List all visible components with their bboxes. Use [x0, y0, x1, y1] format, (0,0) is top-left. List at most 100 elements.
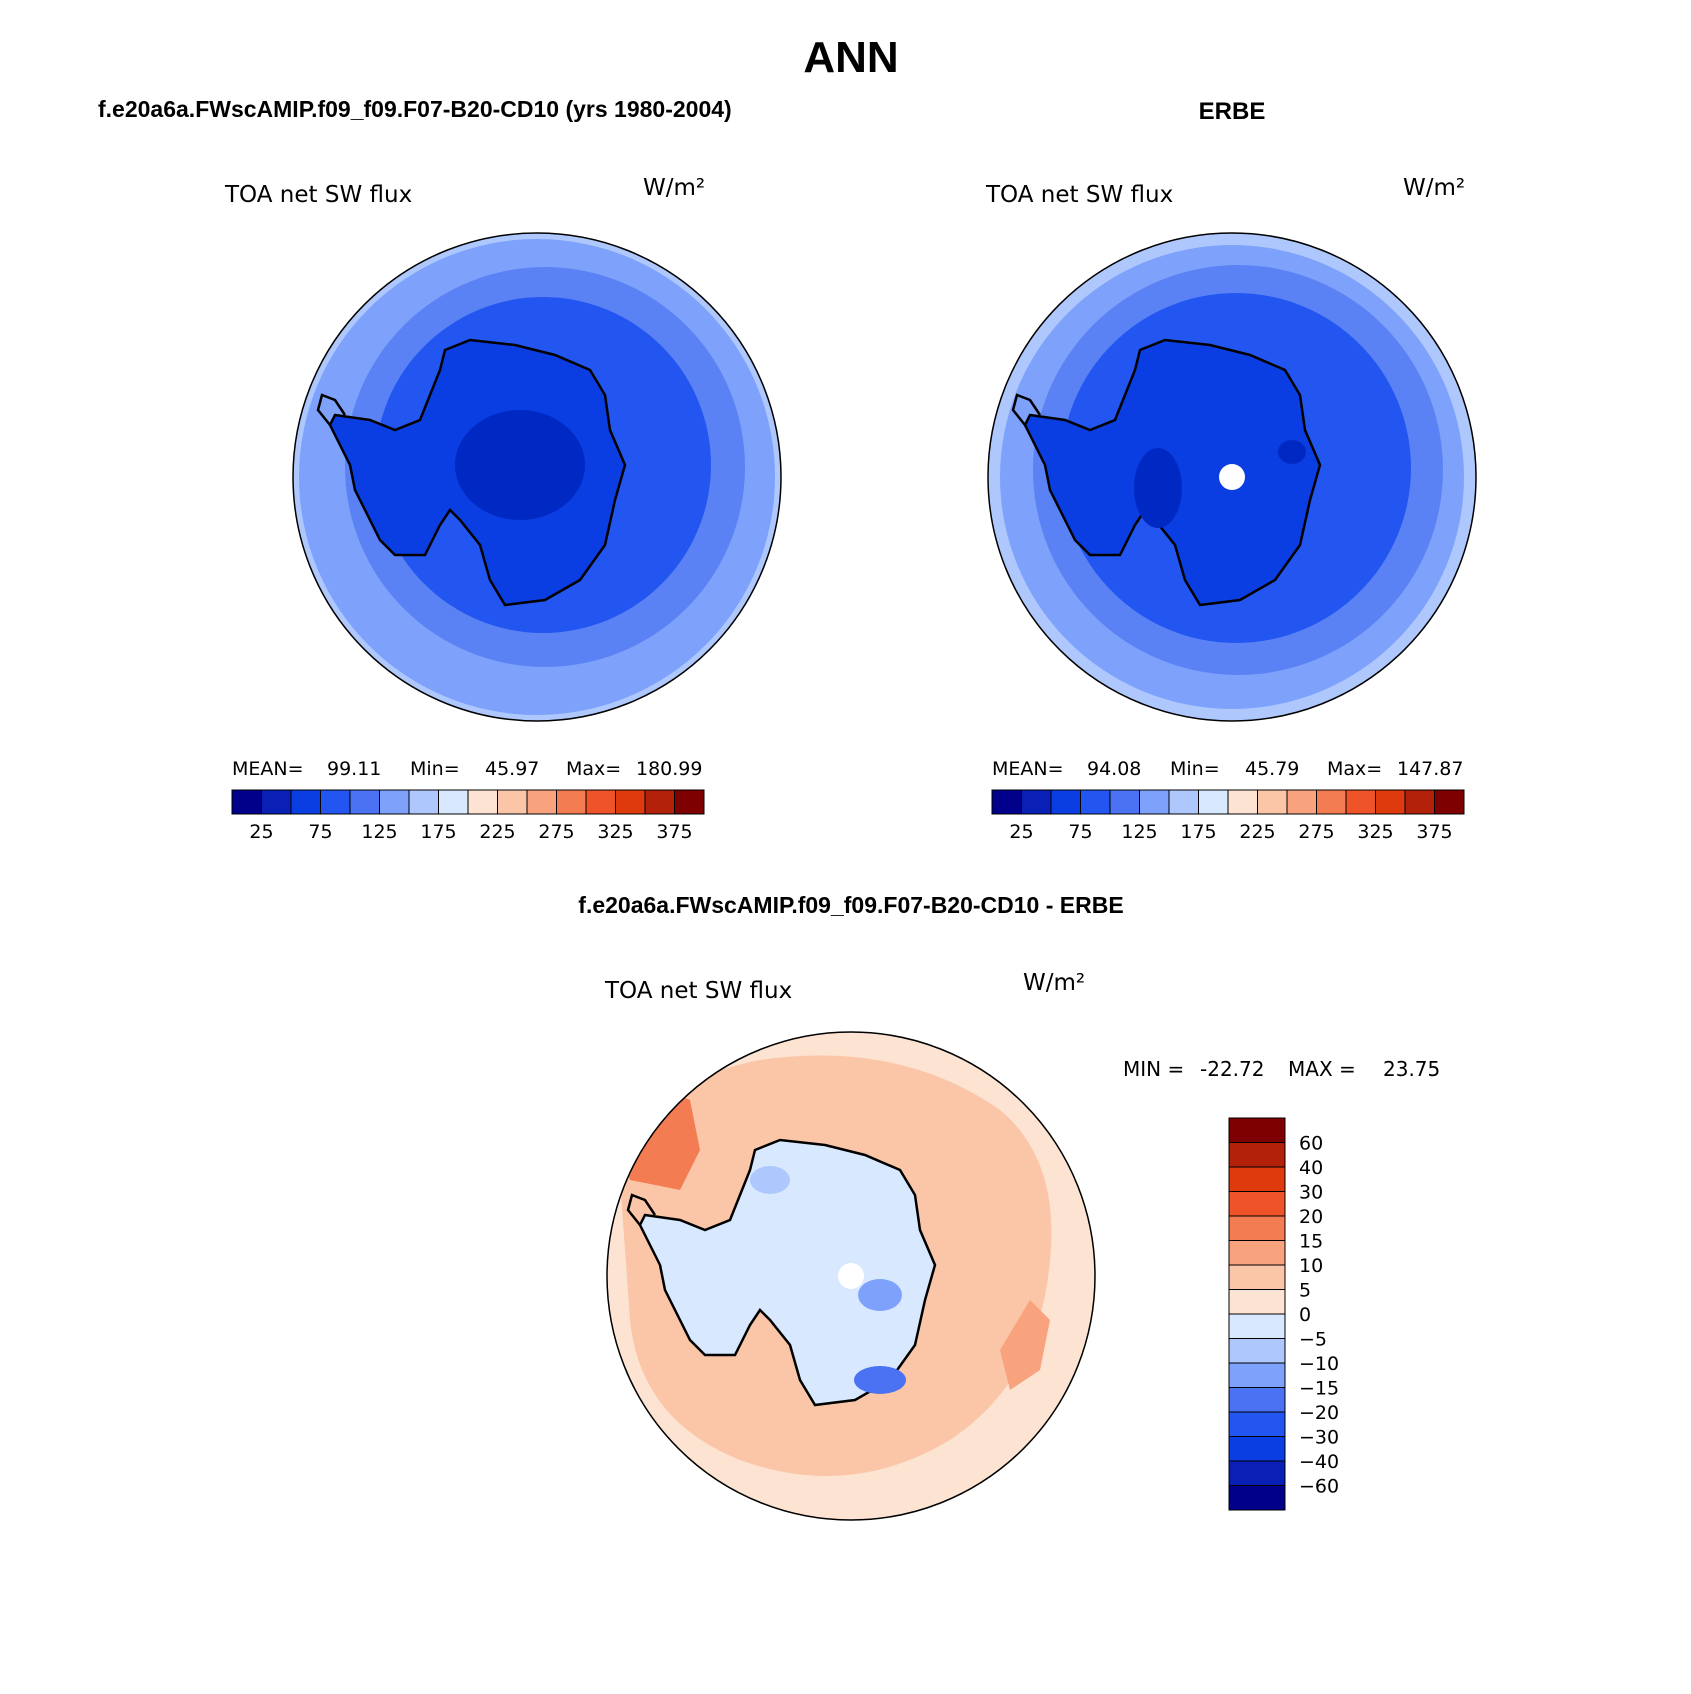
- colorbar-swatch: [467, 789, 498, 815]
- colorbar-swatch: [991, 789, 1022, 815]
- colorbar-swatch: [674, 789, 705, 815]
- colorbar-tick-label: 40: [1299, 1157, 1323, 1179]
- obs-max-value: 147.87: [1397, 758, 1463, 780]
- obs-peninsula: [1011, 393, 1042, 426]
- obs-mean-label: MEAN=: [992, 758, 1064, 780]
- colorbar-tick-label: −40: [1299, 1451, 1339, 1473]
- diff-stats: MIN = -22.72 MAX = 23.75: [1123, 1057, 1440, 1081]
- model-stats: MEAN= 99.11 Min= 45.97 Max= 180.99: [232, 758, 702, 780]
- obs-min-label: Min=: [1170, 758, 1220, 780]
- colorbar-swatch: [1139, 789, 1170, 815]
- colorbar-swatch: [1375, 789, 1406, 815]
- colorbar-tick-label: 10: [1299, 1255, 1323, 1277]
- colorbar-tick-label: 75: [308, 821, 332, 843]
- colorbar-swatch: [526, 789, 557, 815]
- colorbar-tick-label: 175: [1180, 821, 1216, 843]
- colorbar-swatch: [1228, 1313, 1286, 1339]
- colorbar-tick-label: −5: [1299, 1329, 1327, 1351]
- colorbar-swatch: [1228, 1387, 1286, 1413]
- colorbar-tick-label: 125: [361, 821, 397, 843]
- colorbar-swatch: [556, 789, 587, 815]
- colorbar-swatch: [1228, 1142, 1286, 1168]
- colorbar-tick-label: 225: [1239, 821, 1275, 843]
- colorbar-swatch: [1228, 1362, 1286, 1388]
- colorbar-tick-label: 125: [1121, 821, 1157, 843]
- colorbar-swatch: [1345, 789, 1376, 815]
- colorbar-tick-label: −15: [1299, 1378, 1339, 1400]
- diff-map: [607, 1032, 1095, 1520]
- model-min-value: 45.97: [485, 758, 539, 780]
- model-min-label: Min=: [410, 758, 460, 780]
- diff-cold-patch-1: [858, 1279, 902, 1311]
- diff-variable-label: TOA net SW flux: [604, 978, 792, 1004]
- obs-mean-value: 94.08: [1087, 758, 1141, 780]
- diff-cold-patch-3: [750, 1166, 790, 1194]
- colorbar-tick-label: 60: [1299, 1133, 1323, 1155]
- colorbar-tick-label: 30: [1299, 1182, 1323, 1204]
- model-mean-value: 99.11: [327, 758, 381, 780]
- colorbar-swatch: [497, 789, 528, 815]
- diff-pole-hole: [838, 1263, 864, 1289]
- colorbar-tick-label: −30: [1299, 1427, 1339, 1449]
- colorbar-swatch: [1228, 1411, 1286, 1437]
- diff-map-border: [606, 1031, 1096, 1521]
- colorbar-tick-label: −20: [1299, 1402, 1339, 1424]
- diff-max-value: 23.75: [1383, 1057, 1440, 1081]
- diff-panel: TOA net SW flux W/m² MIN = -22.72 MAX = …: [604, 970, 1440, 1521]
- colorbar-tick-label: 325: [1357, 821, 1393, 843]
- colorbar-tick-label: 15: [1299, 1231, 1323, 1253]
- diff-min-label: MIN =: [1123, 1057, 1184, 1081]
- colorbar-swatch: [1168, 789, 1199, 815]
- colorbar-swatch: [438, 789, 469, 815]
- colorbar-swatch: [290, 789, 321, 815]
- colorbar-swatch: [408, 789, 439, 815]
- colorbar-swatch: [644, 789, 675, 815]
- colorbar-swatch: [1228, 1460, 1286, 1486]
- obs-stats: MEAN= 94.08 Min= 45.79 Max= 147.87: [992, 758, 1463, 780]
- colorbar-swatch: [1228, 1117, 1286, 1143]
- colorbar-swatch: [1228, 1215, 1286, 1241]
- obs-min-value: 45.79: [1245, 758, 1299, 780]
- obs-panel-title: ERBE: [1199, 98, 1266, 125]
- colorbar-swatch: [1316, 789, 1347, 815]
- diff-panel-title: f.e20a6a.FWscAMIP.f09_f09.F07-B20-CD10 -…: [578, 892, 1123, 918]
- colorbar-swatch: [1434, 789, 1465, 815]
- colorbar-swatch: [379, 789, 410, 815]
- colorbar-swatch: [615, 789, 646, 815]
- colorbar-tick-label: 225: [479, 821, 515, 843]
- obs-plateau-core-2: [1278, 440, 1306, 464]
- colorbar-tick-label: −60: [1299, 1476, 1339, 1498]
- obs-colorbar: 25 75 125 175 225 275 325 375: [991, 789, 1465, 843]
- model-max-label: Max=: [566, 758, 621, 780]
- obs-map-border: [987, 232, 1477, 722]
- colorbar-swatch: [1050, 789, 1081, 815]
- colorbar-swatch: [1021, 789, 1052, 815]
- diff-units-label: W/m²: [1023, 970, 1085, 996]
- season-title: ANN: [803, 33, 898, 82]
- colorbar-swatch: [1228, 1289, 1286, 1315]
- colorbar-swatch: [585, 789, 616, 815]
- colorbar-swatch: [1404, 789, 1435, 815]
- model-colorbar: 25 75 125 175 225 275 325 375: [231, 789, 705, 843]
- model-max-value: 180.99: [636, 758, 702, 780]
- model-variable-label: TOA net SW flux: [224, 182, 412, 208]
- colorbar-tick-label: −10: [1299, 1353, 1339, 1375]
- colorbar-swatch: [1228, 1191, 1286, 1217]
- colorbar-swatch: [1228, 1264, 1286, 1290]
- colorbar-tick-label: 275: [538, 821, 574, 843]
- diff-antarctica-land: [638, 1138, 937, 1407]
- colorbar-swatch: [1080, 789, 1111, 815]
- colorbar-tick-label: 0: [1299, 1304, 1311, 1326]
- colorbar-swatch: [1228, 1436, 1286, 1462]
- model-map-border: [292, 232, 782, 722]
- colorbar-swatch: [320, 789, 351, 815]
- colorbar-swatch: [349, 789, 380, 815]
- obs-variable-label: TOA net SW flux: [985, 182, 1173, 208]
- colorbar-tick-label: 275: [1298, 821, 1334, 843]
- colorbar-tick-label: 325: [597, 821, 633, 843]
- colorbar-swatch: [1228, 1485, 1286, 1511]
- colorbar-swatch: [1198, 789, 1229, 815]
- colorbar-tick-label: 175: [420, 821, 456, 843]
- model-panel-title: f.e20a6a.FWscAMIP.f09_f09.F07-B20-CD10 (…: [98, 96, 732, 122]
